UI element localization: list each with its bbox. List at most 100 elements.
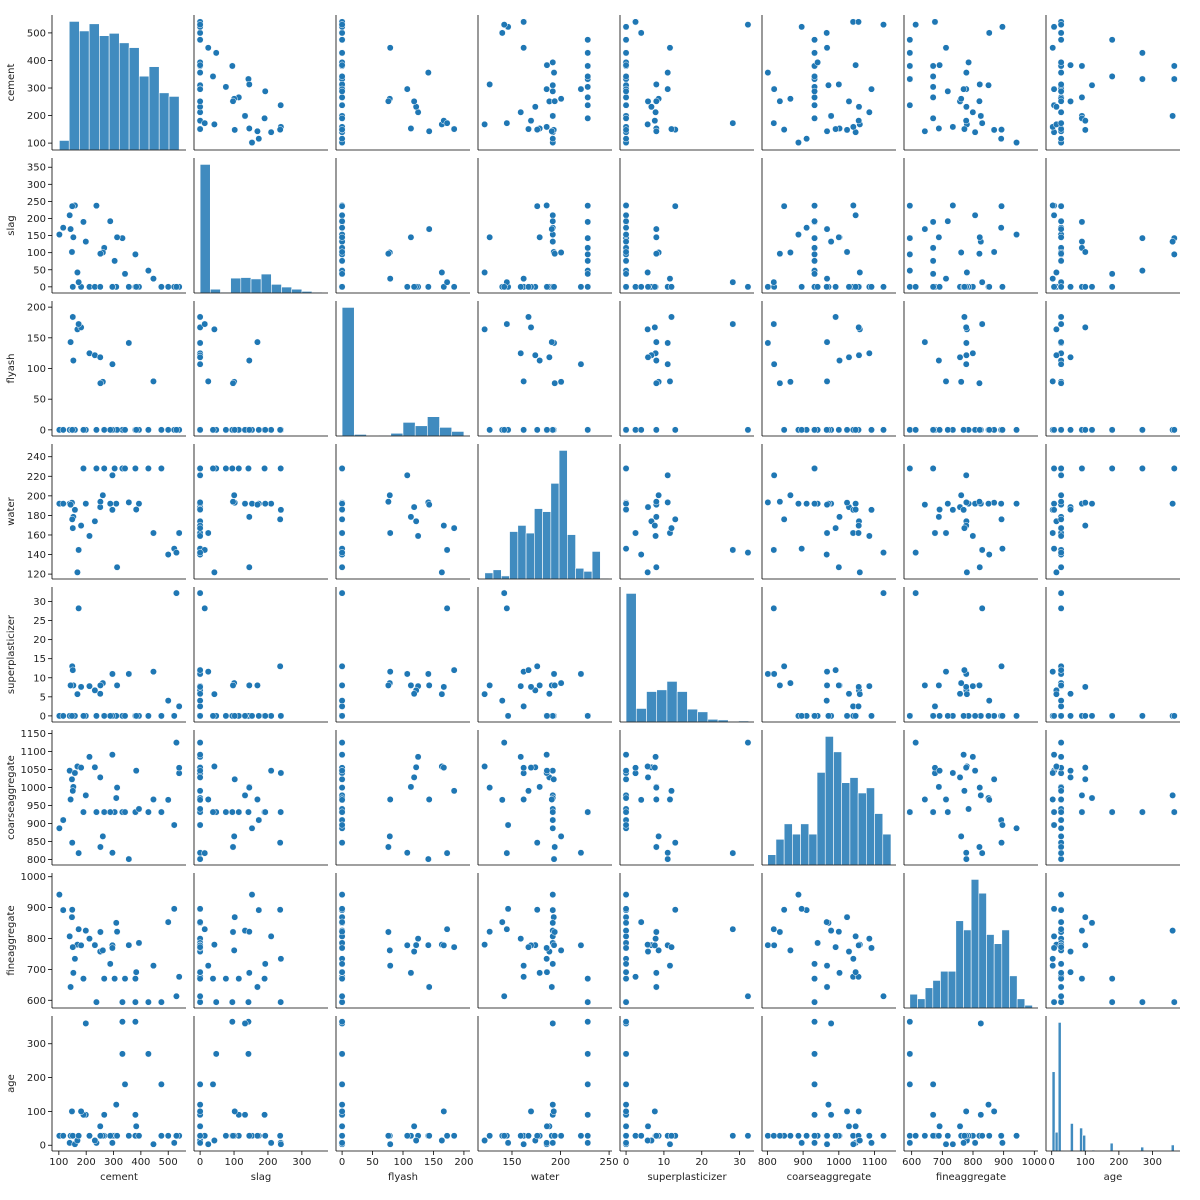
scatter-point [543,426,551,434]
scatter-point [845,1122,853,1130]
scatter-point [1067,690,1074,698]
scatter-point [929,93,937,101]
scatter-point [384,97,392,105]
y-tick-label: 5 [40,692,46,703]
scatter-point [230,491,238,499]
scatter-point [622,101,630,109]
hist-bar [932,980,941,1009]
scatter-point [338,1122,346,1130]
scatter-point [957,249,965,256]
scatter-point [931,702,939,710]
scatter-point [666,275,674,283]
scatter-point [584,244,592,252]
scatter-point [175,973,183,981]
scatter-point [1138,234,1146,242]
scatter-point [548,225,556,233]
scatter-point [856,269,864,276]
scatter-point [100,712,108,720]
scatter-point [622,426,630,434]
scatter-point [651,522,659,530]
hist-bar [550,483,560,580]
scatter-point [776,250,784,258]
scatter-point [131,250,139,258]
scatter-point [622,1107,630,1115]
scatter-point [906,49,914,57]
scatter-point [849,123,857,131]
hist-bar [882,833,892,866]
scatter-point [1057,498,1065,506]
scatter-point [443,925,451,933]
scatter-point [96,250,104,258]
scatter-point [164,426,172,434]
scatter-point [1013,231,1020,239]
hist-bar [271,284,282,294]
scatter-point [235,465,243,472]
scatter-point [912,21,920,29]
scatter-point [770,670,778,678]
scatter-point [92,808,100,816]
scatter-point [855,117,863,125]
scatter-point [450,1132,458,1140]
scatter-point [729,119,737,127]
scatter-point [1138,998,1146,1006]
scatter-point [172,283,180,291]
y-tick-label: 850 [27,837,46,848]
scatter-point [222,465,230,472]
scatter-point [929,72,937,80]
scatter-point [1170,808,1178,816]
scatter-point [1057,816,1065,824]
scatter-point [106,960,114,968]
scatter-point [549,824,557,832]
scatter-point [517,1132,525,1140]
scatter-point [977,1019,985,1027]
scatter-point [500,739,508,747]
scatter-point [880,426,887,434]
scatter-point [622,1122,630,1130]
scatter-point [978,320,986,328]
scatter-point [121,1080,129,1088]
scatter-point [96,498,104,506]
scatter-point [549,960,557,968]
scatter-point [443,546,451,554]
scatter-point [276,906,284,914]
scatter-point [856,1137,864,1144]
scatter-point [584,93,592,101]
scatter-point [527,683,535,691]
hist-bar [567,534,576,580]
scatter-point [557,95,565,103]
scatter-point [525,313,532,321]
scatter-point [503,604,511,612]
scatter-point [338,891,346,899]
scatter-point [998,126,1005,134]
scatter-point [1067,353,1074,361]
scatter-point [929,218,937,226]
scatter-point [622,775,630,783]
scatter-point [481,325,489,333]
scatter-point [403,471,411,479]
scatter-point [500,283,508,291]
hist-bar [525,532,535,580]
scatter-point [196,821,204,829]
scatter-point [500,426,508,434]
scatter-point [652,784,660,792]
scatter-point [91,517,99,525]
scatter-point [235,808,243,816]
scatter-point [520,973,528,981]
scatter-point [150,668,157,676]
scatter-point [276,426,284,434]
scatter-point [936,61,944,69]
scatter-point [229,1132,237,1140]
scatter-point [929,808,937,816]
scatter-point [438,690,446,698]
scatter-point [498,796,506,804]
scatter-point [543,751,551,759]
scatter-point [803,135,811,143]
scatter-point [403,941,411,949]
scatter-point [652,983,660,991]
hist-bar [666,681,678,723]
scatter-point [131,1018,139,1026]
scatter-point [1057,824,1065,832]
scatter-point [975,97,983,105]
scatter-point [644,763,652,770]
scatter-point [978,1132,986,1140]
